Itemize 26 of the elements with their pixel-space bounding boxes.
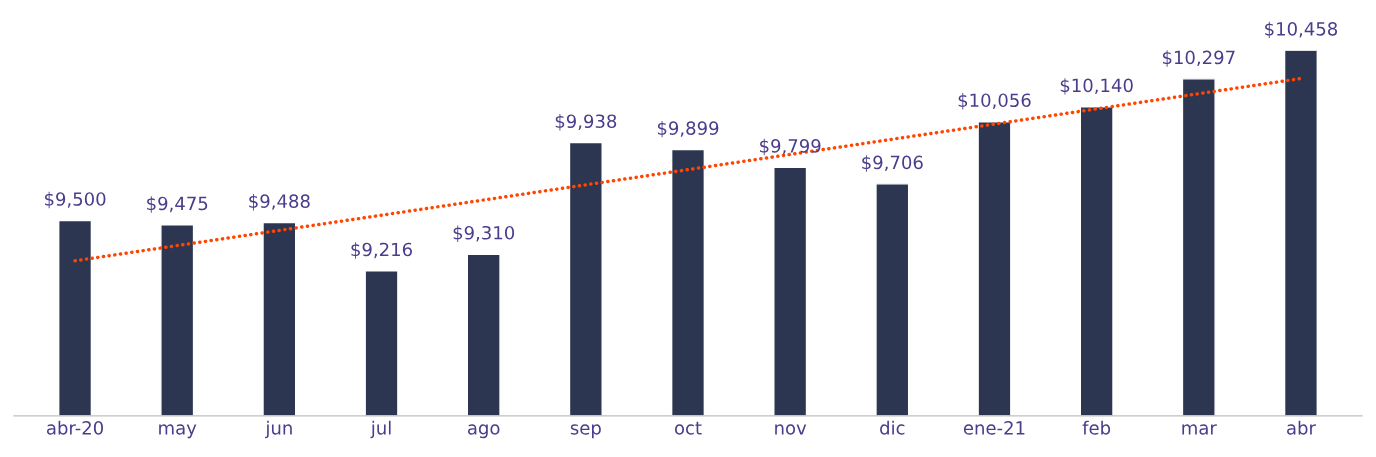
x-tick-label: oct: [674, 421, 702, 435]
data-label: $9,488: [249, 194, 310, 211]
x-tick-label: may: [159, 424, 197, 439]
data-label: $10,140: [1060, 78, 1133, 95]
x-tick-label: sep: [570, 424, 601, 439]
x-tick-label: feb: [1082, 420, 1111, 435]
x-tick-label: dic: [880, 420, 905, 435]
data-label: $9,938: [555, 114, 617, 131]
data-label: $9,216: [351, 242, 412, 259]
data-label: $10,458: [1265, 21, 1338, 39]
x-tick-label: jun: [265, 420, 292, 439]
data-label: $9,475: [147, 196, 208, 213]
x-tick-label: jul: [370, 420, 391, 439]
data-label: $9,899: [657, 120, 719, 138]
data-label: $9,706: [862, 155, 923, 172]
x-tick-label: abr-20: [46, 420, 103, 435]
data-label: $10,297: [1162, 50, 1235, 67]
x-tick-label: abr: [1287, 420, 1316, 435]
data-label: $9,799: [760, 138, 821, 156]
data-label: $9,310: [453, 225, 515, 242]
data-label: $9,500: [44, 191, 106, 209]
data-label: $10,056: [958, 93, 1031, 110]
x-tick-label: ago: [467, 424, 500, 439]
x-tick-label: nov: [775, 424, 807, 435]
x-tick-label: mar: [1182, 424, 1217, 435]
x-tick-label: ene-21: [963, 421, 1025, 435]
